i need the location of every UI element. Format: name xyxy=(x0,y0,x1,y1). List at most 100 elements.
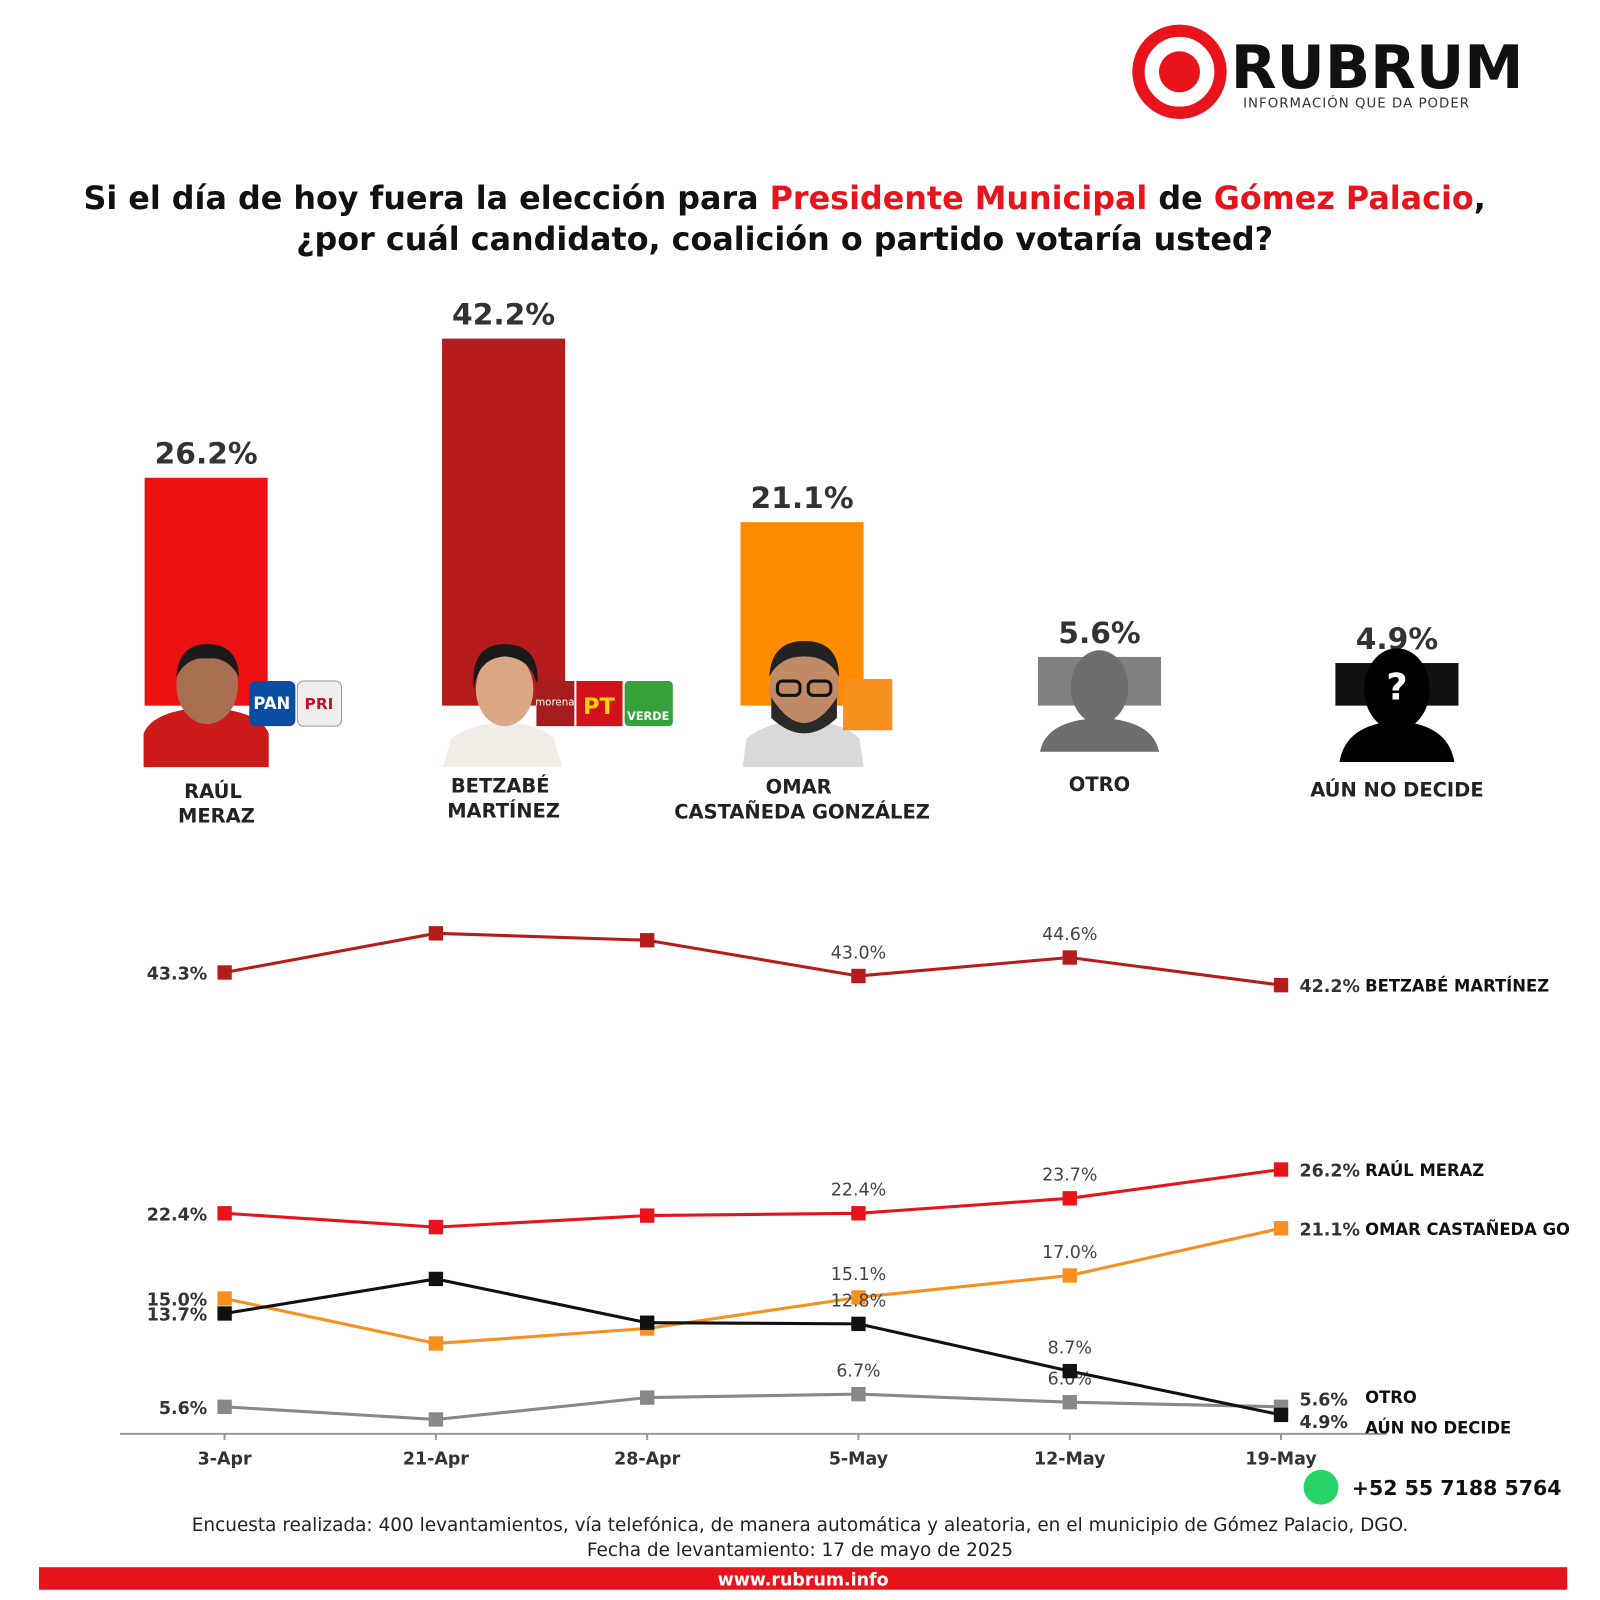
title-segment: Gómez Palacio xyxy=(1214,180,1474,217)
point xyxy=(217,1306,232,1321)
point xyxy=(851,1316,866,1332)
point xyxy=(851,1386,866,1402)
x-tick-label: 28-Apr xyxy=(614,1449,680,1469)
data-label: 15.0% xyxy=(147,1291,207,1311)
pt-logo xyxy=(576,681,623,727)
morena-logo xyxy=(536,681,575,727)
svg-text:?: ? xyxy=(1386,666,1407,709)
pt-text: PT xyxy=(583,694,616,720)
data-label: 6.7% xyxy=(836,1362,880,1382)
category-label: BETZABÉ MARTÍNEZ xyxy=(447,774,560,822)
point xyxy=(428,1271,444,1287)
title-segment: , xyxy=(1474,180,1486,217)
point xyxy=(851,1206,866,1221)
data-label: 26.2% xyxy=(1299,1162,1359,1182)
pan-logo xyxy=(249,681,296,727)
data-label: 22.4% xyxy=(831,1181,886,1201)
legend-label: OMAR CASTAÑEDA GO xyxy=(1365,1220,1570,1239)
point xyxy=(217,965,232,980)
silhouette-otro xyxy=(1040,650,1159,752)
data-label: 22.4% xyxy=(147,1205,207,1225)
point xyxy=(1273,1162,1289,1177)
data-label: 42.2% xyxy=(1299,977,1359,997)
footer-date: Fecha de levantamiento: 17 de mayo de 20… xyxy=(587,1540,1013,1561)
photos: ? xyxy=(143,641,1455,768)
point xyxy=(1273,1407,1289,1423)
series-line xyxy=(224,1226,1282,1346)
point xyxy=(428,1336,444,1351)
category-label: AÚN NO DECIDE xyxy=(1310,777,1483,801)
value-label: 5.6% xyxy=(1058,616,1140,651)
data-label: 15.1% xyxy=(831,1265,886,1285)
x-tick-label: 5-May xyxy=(829,1449,889,1469)
website: www.rubrum.info xyxy=(718,1571,889,1591)
series-line xyxy=(224,931,1282,987)
line-chart: 3-Apr 21-Apr 28-Apr 5-May 12-May 19-May 43.3% 4… xyxy=(119,925,1570,1469)
data-label: 5.6% xyxy=(1299,1391,1347,1411)
data-label: 17.0% xyxy=(1042,1243,1097,1263)
legend-label: OTRO xyxy=(1365,1388,1417,1407)
verde-logo xyxy=(624,681,673,727)
footer-note: Encuesta realizada: 400 levantamientos, … xyxy=(192,1515,1408,1536)
point xyxy=(640,1208,655,1223)
pan-text: PAN xyxy=(253,694,290,713)
category-label: RAÚL MERAZ xyxy=(178,778,255,827)
title-line: Si el día de hoy fuera la elección para … xyxy=(83,180,1485,217)
data-label: 44.6% xyxy=(1042,925,1097,945)
point xyxy=(640,1390,655,1405)
x-tick-label: 19-May xyxy=(1245,1449,1317,1469)
data-label: 5.6% xyxy=(159,1399,207,1419)
point xyxy=(1062,1191,1077,1206)
point xyxy=(1062,1268,1077,1283)
series-line xyxy=(224,1277,1282,1417)
data-label: 12.8% xyxy=(831,1291,886,1311)
data-label: 43.0% xyxy=(831,943,886,963)
photo-omar xyxy=(742,641,864,768)
point xyxy=(1062,1363,1077,1379)
point xyxy=(1062,1395,1077,1410)
silhouette-aun: ? xyxy=(1339,648,1455,763)
tagline: INFORMACIÓN QUE DA PODER xyxy=(1243,94,1470,112)
verde-text: VERDE xyxy=(627,710,669,723)
bar-chart: 26.2%42.2%21.1%5.6% 4.9% xyxy=(144,298,1459,706)
x-tick-label: 21-Apr xyxy=(403,1449,469,1469)
point xyxy=(217,1291,232,1306)
point xyxy=(428,1219,444,1235)
logo-ring xyxy=(1132,24,1227,119)
point xyxy=(428,1412,444,1427)
point xyxy=(217,1399,232,1414)
point xyxy=(640,1315,655,1330)
title-segment: Si el día de hoy fuera la elección para xyxy=(83,180,769,217)
point xyxy=(851,968,866,984)
data-label: 4.9% xyxy=(1299,1413,1347,1433)
point xyxy=(428,926,444,941)
pri-text: PRI xyxy=(305,695,334,713)
point xyxy=(851,1290,866,1305)
data-label: 23.7% xyxy=(1042,1166,1097,1186)
point xyxy=(1273,1221,1289,1236)
morena-text: morena xyxy=(535,697,574,709)
point xyxy=(1062,950,1077,965)
whatsapp-icon xyxy=(1303,1469,1339,1505)
point xyxy=(1273,977,1289,993)
title-segment: de xyxy=(1147,180,1213,217)
title-segment: Presidente Municipal xyxy=(770,180,1148,217)
legend-label: AÚN NO DECIDE xyxy=(1365,1419,1511,1438)
phone: +52 55 7188 5764 xyxy=(1352,1476,1562,1500)
data-label: 21.1% xyxy=(1299,1220,1359,1240)
photo-betzabe xyxy=(443,644,563,768)
title-line: ¿por cuál candidato, coalición o partido… xyxy=(296,221,1273,258)
data-label: 13.7% xyxy=(147,1306,207,1326)
party-logos: PAN PRI morena PT VERDE xyxy=(249,678,893,731)
footer-bar xyxy=(38,1567,1568,1590)
photo-raul xyxy=(143,644,269,768)
legend-label: BETZABÉ MARTÍNEZ xyxy=(1365,977,1549,996)
data-label: 43.3% xyxy=(147,965,207,985)
x-tick-label: 12-May xyxy=(1034,1449,1106,1469)
legend-label: RAÚL MERAZ xyxy=(1365,1161,1484,1180)
mc-logo xyxy=(843,678,893,731)
value-label: 42.2% xyxy=(452,298,555,333)
series-line xyxy=(224,1392,1282,1422)
value-label: 21.1% xyxy=(750,481,853,516)
